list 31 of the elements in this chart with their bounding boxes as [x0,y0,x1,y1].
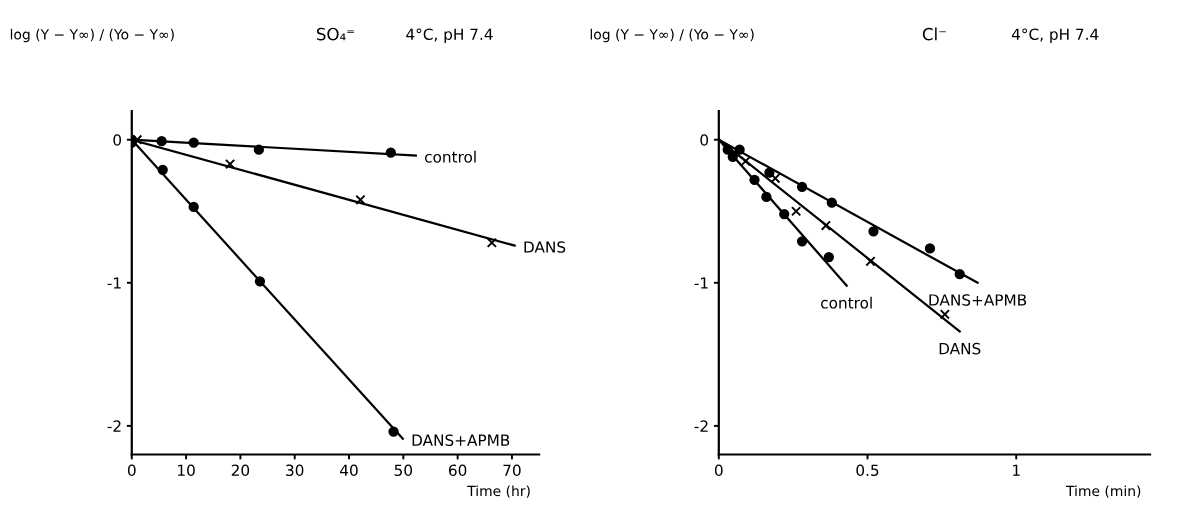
y-tick-label: -2 [107,420,121,432]
y-axis-title: log (Y − Y∞) / (Yo − Y∞) [10,28,174,43]
y-axis-title: log (Y − Y∞) / (Yo − Y∞) [590,28,754,43]
x-tick-label: 60 [448,464,467,477]
x-tick-label: 20 [231,464,250,477]
x-tick-label: 50 [394,464,413,477]
x-tick-label: 0 [127,464,136,477]
chart-title: Cl⁻ [922,27,946,41]
x-tick-label: 0.5 [856,464,879,477]
series-label: DANS+APMB [412,434,510,446]
series-label: DANS+APMB [929,294,1027,306]
y-tick-label: 0 [700,134,709,146]
y-tick-label: -1 [107,277,121,289]
chart-subtitle: 4°C, pH 7.4 [1011,28,1099,43]
x-tick-label: 30 [286,464,304,477]
x-tick-label: 40 [340,464,358,477]
series-label: control [821,296,872,309]
y-tick-label: -1 [694,277,708,289]
y-tick-label: 0 [113,134,122,146]
series-label: DANS [524,241,566,253]
chart-subtitle: 4°C, pH 7.4 [406,28,493,43]
x-tick-label: 10 [178,464,195,477]
chart-title: SO₄⁼ [316,27,354,41]
y-tick-label: -2 [694,420,708,432]
x-tick-label: 0 [714,464,723,477]
series-label: DANS [939,342,981,355]
x-tick-label: 1 [1013,464,1020,476]
x-axis-title: Time (min) [1065,485,1141,498]
series-label: control [424,150,476,163]
x-axis-title: Time (hr) [467,485,530,498]
x-tick-label: 70 [503,464,521,477]
